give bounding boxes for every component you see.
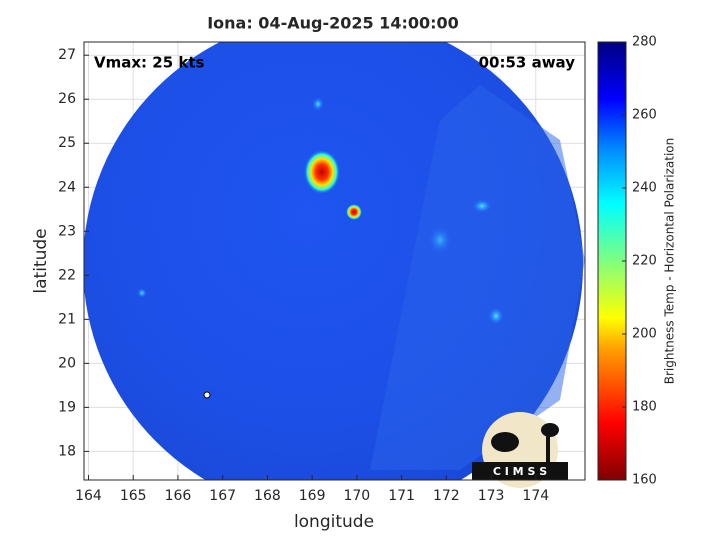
logo-text: C I M S S [493, 465, 547, 478]
y-tick-label: 27 [58, 47, 76, 63]
colorbar-tick-label: 280 [632, 35, 657, 50]
cyan-spot [488, 307, 504, 325]
colorbar-tick-label: 240 [632, 181, 657, 196]
y-tick-label: 21 [58, 311, 76, 327]
y-tick-label: 22 [58, 267, 76, 283]
cyan-spot [137, 288, 147, 298]
island-marker [203, 391, 211, 399]
satellite-image [84, 42, 585, 480]
x-tick-label: 172 [433, 488, 460, 504]
x-axis-label: longitude [294, 512, 374, 532]
colorbar-tick-label: 160 [632, 473, 657, 488]
y-tick-label: 19 [58, 399, 76, 415]
y-tick-label: 25 [58, 135, 76, 151]
cyan-spot [472, 199, 492, 213]
x-tick-label: 173 [478, 488, 505, 504]
y-tick-label: 24 [58, 179, 76, 195]
x-tick-label: 165 [120, 488, 147, 504]
plot-frame [83, 41, 586, 481]
cyan-spot [428, 226, 452, 254]
swath-segment [370, 85, 585, 470]
hot-spot [304, 150, 340, 194]
time-away-label: 00:53 away [479, 54, 576, 72]
vmax-label: Vmax: 25 kts [94, 54, 204, 72]
x-tick-label: 167 [209, 488, 236, 504]
y-tick-label: 20 [58, 355, 76, 371]
x-tick-label: 170 [343, 488, 370, 504]
cyan-spot [312, 97, 324, 111]
x-tick-label: 169 [299, 488, 326, 504]
colorbar-tick-label: 200 [632, 327, 657, 342]
title: Iona: 04-Aug-2025 14:00:00 [207, 14, 459, 33]
hot-spot [346, 204, 362, 220]
y-axis-label: latitude [31, 228, 51, 293]
y-tick-label: 26 [58, 91, 76, 107]
x-tick-label: 174 [522, 488, 549, 504]
colorbar [597, 41, 627, 481]
x-tick-label: 164 [75, 488, 102, 504]
y-tick-label: 23 [58, 223, 76, 239]
colorbar-label: Brightness Temp - Horizontal Polarizatio… [663, 138, 677, 385]
colorbar-tick-label: 180 [632, 400, 657, 415]
x-tick-label: 171 [388, 488, 415, 504]
colorbar-tick-label: 260 [632, 108, 657, 123]
cimss-logo: C I M S S [472, 412, 568, 488]
colorbar-tick-label: 220 [632, 254, 657, 269]
x-tick-label: 166 [165, 488, 192, 504]
y-tick-label: 18 [58, 443, 76, 459]
x-tick-label: 168 [254, 488, 281, 504]
